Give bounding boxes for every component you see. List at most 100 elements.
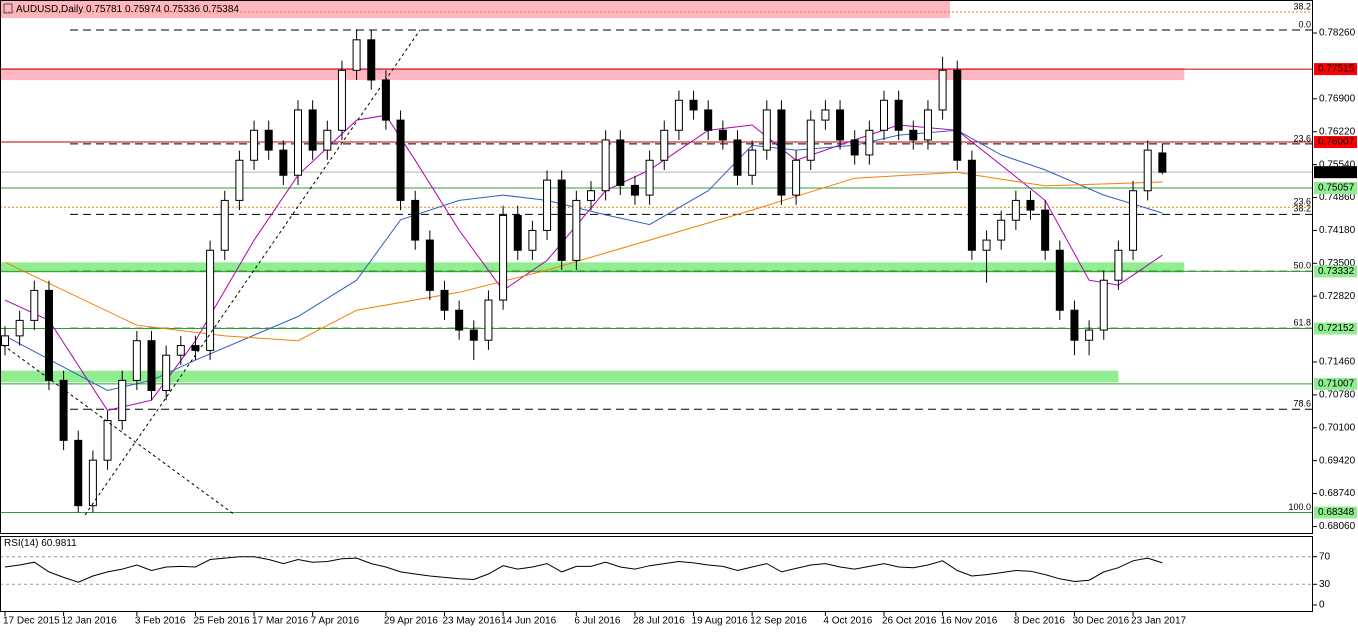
candle-body [469, 329, 478, 341]
candle-body [733, 139, 742, 176]
candle-body [59, 379, 68, 441]
level-box [1314, 136, 1357, 149]
ohlc-close: 0.75384 [203, 4, 240, 15]
candle-body [30, 289, 39, 321]
candle-body [543, 179, 552, 231]
x-tick-label: 19 Aug 2016 [692, 616, 749, 627]
candle-body [1011, 199, 1020, 221]
x-tick-label: 12 Jan 2016 [62, 616, 117, 627]
moving-average [4, 171, 1163, 342]
x-tick-label: 23 May 2016 [443, 616, 501, 627]
price-zone [0, 68, 1185, 81]
candle-body [206, 249, 215, 351]
candle-body [587, 190, 595, 201]
rsi-last: 60.9811 [41, 538, 77, 549]
fib-label: 0.0 [1298, 19, 1311, 29]
price-frame [0, 0, 1313, 534]
y-tick-label: 70 [1319, 551, 1331, 562]
moving-average [4, 129, 1163, 392]
x-tick-label: 17 Mar 2016 [252, 616, 309, 627]
candle-body [953, 69, 962, 161]
candle-body [748, 149, 757, 176]
candle-body [440, 289, 449, 311]
candle-body [938, 69, 947, 111]
candle-body [645, 159, 654, 196]
candle-body [323, 129, 332, 151]
candle-body [162, 354, 171, 392]
candle-body [1070, 309, 1079, 341]
y-tick-label: 0.68060 [1319, 521, 1356, 532]
candle-body [762, 109, 771, 151]
candle-body [689, 99, 698, 111]
x-tick-label: 6 Jul 2016 [574, 616, 621, 627]
x-tick-label: 8 Dec 2016 [1014, 616, 1066, 627]
candle-body [191, 345, 200, 351]
candle-body [967, 159, 976, 251]
x-tick-label: 26 Oct 2016 [882, 616, 937, 627]
y-tick-label: 30 [1319, 579, 1331, 590]
candle-body [411, 199, 420, 241]
candle-body [176, 345, 185, 356]
candle-body [308, 109, 317, 151]
ohlc-high: 0.75974 [125, 4, 162, 15]
candle-body [220, 199, 229, 251]
candle-body [1114, 249, 1123, 281]
rsi-line [4, 556, 1163, 583]
candle-body [616, 139, 625, 186]
level-box [1314, 181, 1357, 194]
candle-body [132, 340, 141, 381]
x-tick-label: 4 Oct 2016 [823, 616, 872, 627]
price-zone [0, 262, 1185, 273]
candle-body [674, 99, 683, 131]
candle-body [118, 379, 127, 422]
level-box [1314, 377, 1357, 390]
x-tick-label: 25 Feb 2016 [193, 616, 250, 627]
candle-body [777, 109, 786, 196]
x-tick-label: 28 Jul 2016 [633, 616, 685, 627]
candle-body [909, 129, 918, 141]
level-label: 0.72152 [1318, 323, 1355, 334]
current-price-box [1314, 166, 1357, 179]
candle-body [1158, 152, 1167, 173]
candle-body [880, 99, 888, 131]
candle-body [279, 149, 288, 176]
y-tick-label: 0.70780 [1319, 390, 1356, 401]
x-tick-label: 29 Apr 2016 [384, 616, 438, 627]
y-tick-label: 0 [1319, 600, 1325, 611]
candle-body [1026, 199, 1035, 211]
candle-body [484, 299, 493, 341]
symbol-icon [3, 3, 13, 14]
y-tick-label: 0.74860 [1319, 192, 1356, 203]
candle-body [850, 139, 859, 156]
fib-label: 78.6 [1293, 399, 1311, 409]
candle-body [396, 119, 405, 201]
level-label: 0.75057 [1318, 183, 1355, 194]
candle-body [1, 335, 9, 347]
x-tick-label: 17 Dec 2015 [3, 616, 60, 627]
price-zone [0, 0, 950, 19]
rsi-title: RSI(14) [4, 538, 38, 549]
y-tick-label: 0.74180 [1319, 225, 1356, 236]
level-label: 0.71007 [1318, 379, 1355, 390]
level-box [1314, 265, 1357, 278]
candle-body [250, 129, 259, 161]
candle-body [836, 109, 845, 141]
candle-body [630, 184, 639, 196]
candle-body [235, 159, 244, 201]
candle-body [455, 309, 464, 331]
level-box [1314, 322, 1357, 335]
candle-body [88, 459, 97, 507]
level-label: 0.76007 [1318, 137, 1355, 148]
candle-body [44, 289, 53, 381]
candle-body [572, 199, 581, 261]
x-tick-label: 30 Dec 2016 [1072, 616, 1129, 627]
candle-body [982, 239, 991, 251]
level-label: 0.73332 [1318, 266, 1355, 277]
candle-body [513, 214, 522, 251]
chart-header: AUDUSD,Daily 0.75781 0.75974 0.75336 0.7… [16, 4, 239, 15]
candle-body [997, 219, 1006, 241]
candle-body [337, 69, 346, 131]
candle-body [367, 39, 376, 81]
